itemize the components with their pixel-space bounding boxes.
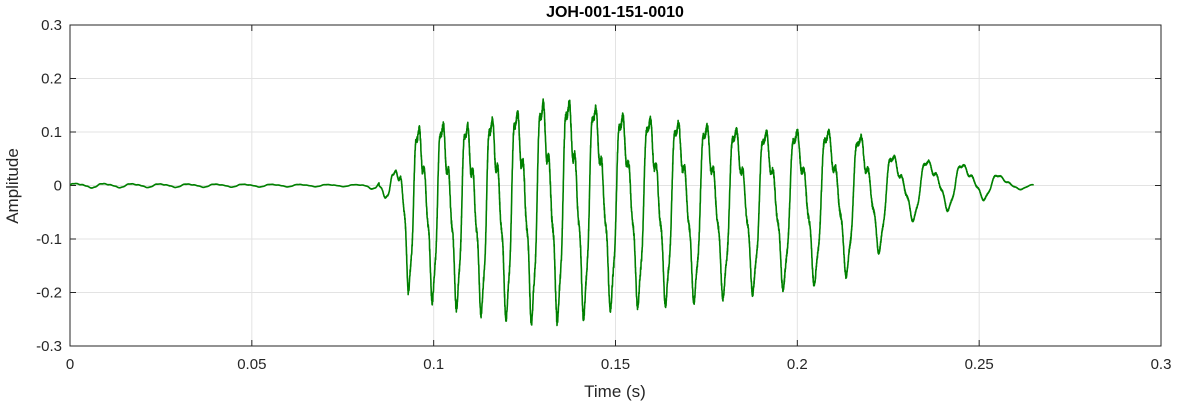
x-axis-label: Time (s) <box>584 382 646 401</box>
y-tick-label: 0 <box>54 178 62 195</box>
y-tick-label: -0.3 <box>36 338 62 355</box>
x-tick-label: 0.05 <box>237 356 266 373</box>
x-tick-label: 0.1 <box>423 356 444 373</box>
x-tick-label: 0.15 <box>601 356 630 373</box>
chart-title: JOH-001-151-0010 <box>546 4 684 21</box>
y-tick-label: 0.2 <box>41 71 62 88</box>
x-tick-label: 0 <box>66 356 74 373</box>
x-axis: 0 0.05 0.1 0.15 0.2 0.25 0.3 <box>66 25 1172 373</box>
x-tick-label: 0.25 <box>965 356 994 373</box>
y-tick-label: -0.1 <box>36 231 62 248</box>
x-tick-label: 0.2 <box>787 356 808 373</box>
y-tick-label: -0.2 <box>36 285 62 302</box>
y-axis-label: Amplitude <box>3 148 22 224</box>
waveform-line <box>70 98 1035 327</box>
y-axis: -0.3 -0.2 -0.1 0 0.1 0.2 0.3 <box>36 17 1161 355</box>
y-tick-label: 0.3 <box>41 17 62 34</box>
grid <box>69 24 1162 347</box>
y-tick-label: 0.1 <box>41 124 62 141</box>
x-tick-label: 0.3 <box>1151 356 1172 373</box>
